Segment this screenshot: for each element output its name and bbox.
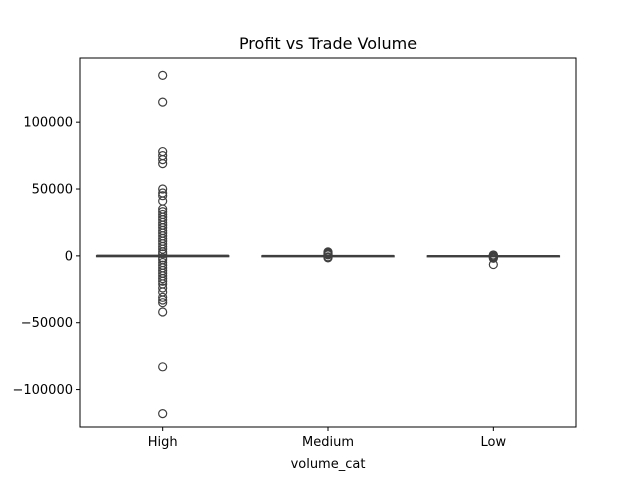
chart-title: Profit vs Trade Volume: [239, 34, 417, 53]
outlier-point: [158, 273, 168, 284]
x-axis-label: volume_cat: [291, 457, 366, 472]
x-tick-label: Medium: [302, 435, 354, 450]
outlier-point: [158, 307, 168, 317]
outlier-point: [158, 409, 168, 419]
plot-frame: [79, 57, 577, 428]
axes: −100000 −50000 0 50000 100000 High Medium Low: [12, 116, 506, 450]
outlier-point: [158, 295, 168, 305]
y-tick-label: 100000: [23, 116, 73, 131]
outlier-point: [323, 253, 333, 263]
outlier-point: [158, 244, 168, 254]
box-low: [426, 250, 561, 270]
outlier-point: [158, 249, 168, 259]
outlier-point: [158, 159, 168, 169]
x-tick-label: High: [148, 435, 178, 450]
outlier-point: [158, 155, 168, 165]
x-tick-label: Low: [481, 435, 507, 450]
outlier-point: [158, 241, 168, 252]
outlier-point: [158, 362, 168, 372]
outlier-point: [158, 276, 168, 286]
outlier-point: [158, 298, 168, 308]
plot-area: [95, 70, 561, 419]
y-tick-label: 0: [65, 249, 73, 264]
outlier-point: [158, 191, 168, 201]
outlier-point: [158, 97, 168, 107]
outlier-point: [158, 70, 168, 80]
outlier-point: [488, 253, 498, 263]
outlier-point: [158, 196, 168, 206]
outlier-point: [158, 292, 168, 302]
outlier-point: [158, 184, 168, 194]
box-medium: [261, 247, 395, 263]
outlier-point: [488, 259, 498, 270]
y-tick-label: −50000: [21, 316, 73, 331]
y-tick-label: 50000: [32, 183, 73, 198]
box-high: [95, 70, 230, 419]
outlier-point: [158, 283, 168, 293]
y-tick-label: −100000: [12, 383, 73, 398]
